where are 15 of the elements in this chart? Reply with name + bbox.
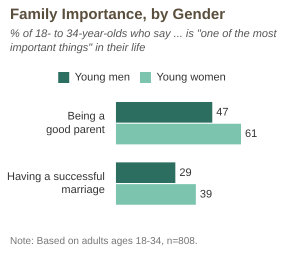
y-tick-label: Having a successful marriage — [6, 171, 105, 196]
data-label: 47 — [216, 106, 229, 118]
bar — [116, 162, 176, 184]
legend-label: Young women — [156, 72, 226, 84]
chart-title: Family Importance, by Gender — [10, 6, 226, 23]
legend-label: Young men — [74, 72, 130, 84]
data-label: 29 — [179, 166, 192, 179]
bar — [116, 102, 212, 123]
data-label: 39 — [200, 188, 212, 201]
bar — [116, 124, 242, 144]
bar — [116, 184, 196, 205]
data-label: 61 — [245, 128, 258, 140]
chart-subtitle: % of 18- to 34-year-olds who say ... is "one of the most important things" in their life — [10, 27, 278, 55]
y-tick-label: Being a good parent — [46, 110, 106, 136]
text: Note: Based on adults ages 18-34, n=808. — [10, 235, 198, 248]
